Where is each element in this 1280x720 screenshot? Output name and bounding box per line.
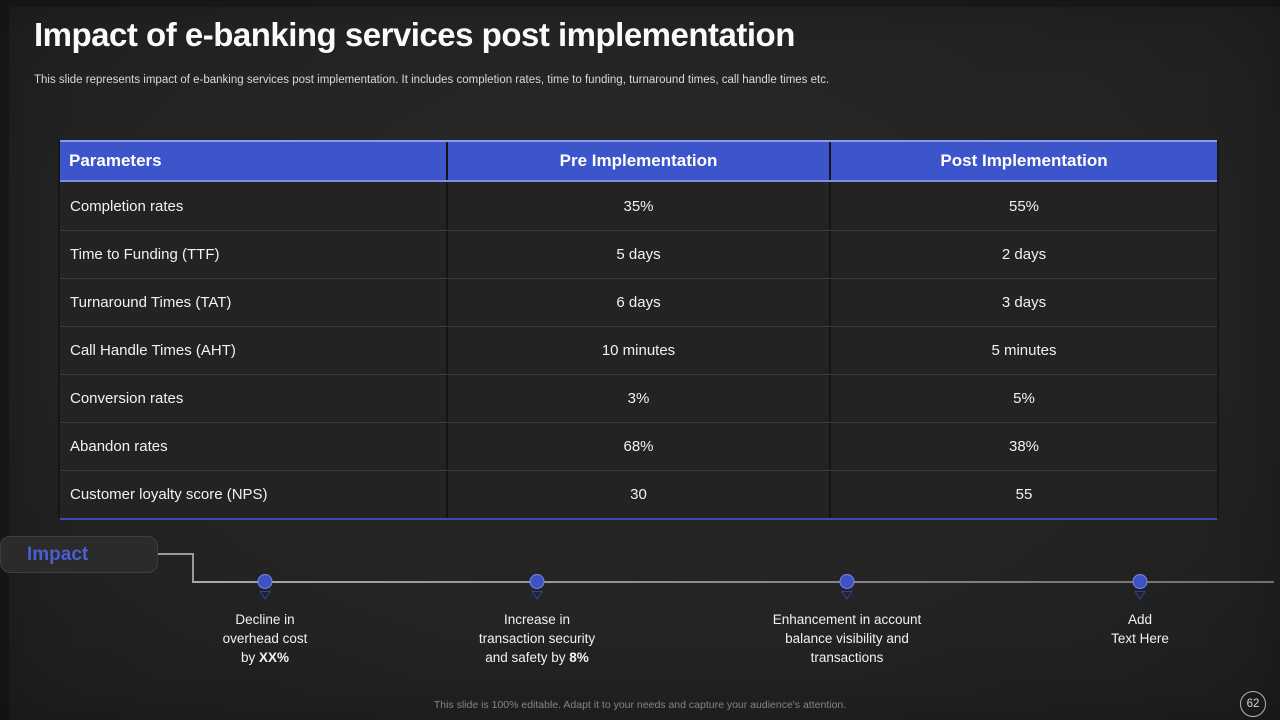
caption-bold: XX% bbox=[259, 650, 290, 665]
table-header-parameters: Parameters bbox=[69, 151, 162, 170]
caption-line: transaction security bbox=[478, 631, 596, 646]
param-cell: Abandon rates bbox=[70, 438, 168, 455]
param-cell: Turnaround Times (TAT) bbox=[70, 294, 232, 311]
table-row: Time to Funding (TTF) 5 days 2 days bbox=[60, 230, 1217, 278]
caption-line: Text Here bbox=[1111, 631, 1169, 646]
milestone-caption: Add Text Here bbox=[1020, 610, 1260, 648]
caption-line: and safety by bbox=[485, 650, 570, 665]
caption-line: balance visibility and bbox=[785, 631, 909, 646]
caption-line: by bbox=[240, 650, 259, 665]
caption-bold: 8% bbox=[569, 650, 589, 665]
post-cell: 38% bbox=[1008, 438, 1040, 455]
milestone-arrow-icon bbox=[259, 591, 271, 600]
table-header-post-implementation: Post Implementation bbox=[940, 151, 1108, 170]
table-row: Completion rates 35% 55% bbox=[60, 182, 1217, 230]
caption-line: transactions bbox=[810, 650, 884, 665]
caption-line: Enhancement in account bbox=[772, 612, 922, 627]
milestone-arrow-icon bbox=[531, 591, 543, 600]
page-title: Impact of e-banking services post implem… bbox=[34, 16, 795, 53]
caption-line: overhead cost bbox=[222, 631, 308, 646]
milestone-dot-icon bbox=[1132, 574, 1148, 589]
param-cell: Call Handle Times (AHT) bbox=[70, 342, 236, 359]
table-row: Call Handle Times (AHT) 10 minutes 5 min… bbox=[60, 326, 1217, 374]
caption-line: Increase in bbox=[503, 612, 571, 627]
milestone-caption: Decline in overhead cost by XX% bbox=[145, 610, 385, 667]
table-header-row: Parameters Pre Implementation Post Imple… bbox=[60, 140, 1217, 182]
post-cell: 3 days bbox=[1001, 294, 1047, 311]
table-body: Completion rates 35% 55% Time to Funding… bbox=[60, 182, 1217, 518]
caption-line: Decline in bbox=[235, 612, 295, 627]
pre-cell: 35% bbox=[446, 182, 831, 230]
post-cell: 5% bbox=[1013, 390, 1035, 407]
page-number-badge: 62 bbox=[1240, 691, 1266, 717]
table-right-border bbox=[1217, 140, 1219, 518]
milestone-caption: Increase in transaction security and saf… bbox=[417, 610, 657, 667]
param-cell: Customer loyalty score (NPS) bbox=[70, 486, 268, 503]
post-cell: 55% bbox=[1008, 197, 1040, 215]
page-subtitle: This slide represents impact of e-bankin… bbox=[34, 74, 830, 86]
param-cell: Time to Funding (TTF) bbox=[70, 246, 220, 263]
milestone-dot-icon bbox=[257, 574, 273, 589]
connector-line-horizontal bbox=[158, 553, 194, 555]
milestone-caption: Enhancement in account balance visibilit… bbox=[727, 610, 967, 667]
milestone-dot-icon bbox=[529, 574, 545, 589]
param-cell: Conversion rates bbox=[70, 390, 184, 407]
table-left-border bbox=[58, 140, 60, 518]
impact-label: Impact bbox=[0, 536, 158, 573]
post-cell: 2 days bbox=[1001, 246, 1047, 263]
table-row: Conversion rates 3% 5% bbox=[60, 374, 1217, 422]
post-cell: 5 minutes bbox=[991, 342, 1057, 359]
footer-note: This slide is 100% editable. Adapt it to… bbox=[433, 699, 847, 711]
pre-cell: 30 bbox=[446, 471, 831, 518]
pre-cell: 68% bbox=[446, 423, 831, 470]
param-cell: Completion rates bbox=[70, 197, 184, 215]
impact-label-text: Impact bbox=[27, 543, 89, 565]
table-header-pre-implementation: Pre Implementation bbox=[446, 142, 831, 180]
pre-cell: 10 minutes bbox=[446, 327, 831, 374]
connector-line-vertical bbox=[192, 553, 194, 582]
pre-cell: 6 days bbox=[446, 279, 831, 326]
page-number: 62 bbox=[1246, 698, 1260, 710]
caption-line: Add bbox=[1127, 612, 1153, 627]
milestone-arrow-icon bbox=[1134, 591, 1146, 600]
milestone-dot-icon bbox=[839, 574, 855, 589]
milestone-arrow-icon bbox=[841, 591, 853, 600]
timeline-line bbox=[192, 581, 1274, 583]
impact-table: Parameters Pre Implementation Post Imple… bbox=[58, 140, 1219, 520]
pre-cell: 3% bbox=[446, 375, 831, 422]
table-row: Customer loyalty score (NPS) 30 55 bbox=[60, 470, 1217, 518]
post-cell: 55 bbox=[1015, 486, 1033, 503]
table-row: Turnaround Times (TAT) 6 days 3 days bbox=[60, 278, 1217, 326]
table-row: Abandon rates 68% 38% bbox=[60, 422, 1217, 470]
pre-cell: 5 days bbox=[446, 231, 831, 278]
